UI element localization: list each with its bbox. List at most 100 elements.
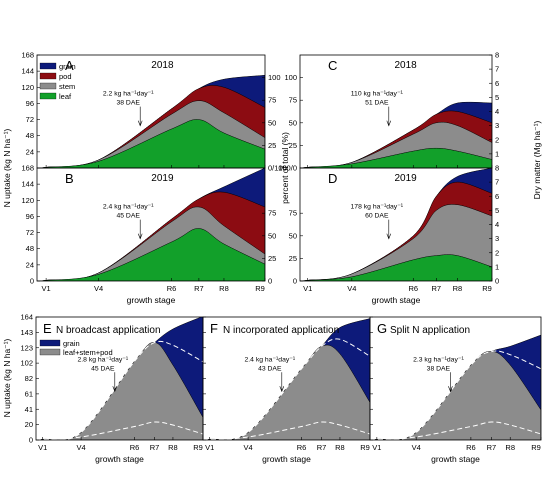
right-tick-label: 5 [495,206,499,215]
left-tick-label: 100/0 [278,164,297,173]
right-tick-label: 1 [495,262,499,271]
dashed-line-upper-e [36,340,203,440]
right-tick-label: 0/100 [268,164,287,173]
y-tick-label: 144 [21,180,34,189]
x-tick-label: R6 [466,443,476,452]
right-tick-label: 8 [495,51,499,60]
panel-g: G Split N application 2.3 kg ha⁻¹day⁻¹ 38 D… [369,316,542,464]
legend-label-pod: pod [59,72,72,81]
legend-label-leaf-stem-pod: leaf+stem+pod [63,348,113,357]
y-tick-label: 0 [29,436,33,445]
right-tick-label: 25 [268,254,276,263]
x-tick-label: R6 [297,443,307,452]
right-tick-label: 2 [495,248,499,257]
right-tick-label: 3 [495,121,499,130]
y-tick-label: 61 [25,389,33,398]
x-tick-label: R9 [193,443,203,452]
panel-d: D 2019 178 kg ha⁻¹day⁻¹ 60 DAE 0 25 50 75 0 1 2 3 4 5… [289,164,500,306]
annotation-rate: 2.4 kg ha⁻¹day⁻¹ [244,356,295,363]
annotation-arrowhead [386,233,392,240]
legend-swatch-leaf-stem-pod [39,348,61,356]
y-tick-label: 143 [20,328,33,337]
x-tick-label: V1 [205,443,214,452]
annotation-rate: 2.4 kg ha⁻¹day⁻¹ [103,204,154,211]
x-tick-label: R9 [360,443,370,452]
right-tick-label: 75 [268,209,276,218]
panel-letter: B [65,171,74,186]
annotation-dae: 43 DAE [258,365,282,372]
right-tick-label: 1 [495,149,499,158]
left-tick-label: 100 [284,73,297,82]
right-tick-label: 7 [495,178,499,187]
x-tick-label: R8 [335,443,345,452]
dashed-line-upper-f [203,338,370,440]
x-tick-label: V4 [243,443,252,452]
annotation-arrowhead [448,386,453,393]
left-tick-label: 75 [289,209,297,218]
x-tick-label: R8 [219,284,229,293]
y-tick-label: 0 [30,277,34,286]
left-tick-label: 25 [289,141,297,150]
x-tick-label: R6 [130,443,140,452]
right-tick-label: 25 [268,141,276,150]
x-tick-label: V1 [42,284,51,293]
x-tick-label: R7 [432,284,442,293]
right-tick-label: 75 [268,96,276,105]
y-tick-label: 120 [21,83,34,92]
x-tick-label: V4 [412,443,421,452]
x-tick-label: R9 [482,284,492,293]
annotation-rate: 110 kg ha⁻¹day⁻¹ [351,91,404,98]
y-tick-label: 41 [25,405,33,414]
left-tick-label: 0 [293,277,297,286]
left-tick-label: 25 [289,254,297,263]
x-tick-label: R8 [453,284,463,293]
annotation-arrowhead [279,386,285,393]
legend-swatch-grain [39,339,61,347]
x-axis-label: growth stage [127,295,176,305]
percent-axis-label: percent of total (%) [280,132,290,204]
x-axis-label: growth stage [372,295,421,305]
x-axis-label: growth stage [95,454,144,464]
y-tick-label: 123 [20,343,33,352]
y-tick-label: 24 [26,147,34,156]
y-tick-label: 82 [25,374,33,383]
legend-swatch-pod [39,72,57,80]
y-tick-label: 164 [20,313,33,322]
annotation-dae: 45 DAE [116,213,140,220]
legend-swatch-leaf [39,92,57,100]
x-tick-label: R8 [505,443,515,452]
legend-swatch-grain [39,62,57,70]
left-tick-label: 50 [289,231,297,240]
annotation-arrowhead [137,233,143,240]
panel-f: F N incorporated application 2.4 kg ha⁻¹da… [202,316,371,464]
x-tick-label: R7 [317,443,327,452]
right-tick-label: 5 [495,93,499,102]
annotation-dae: 60 DAE [365,213,389,220]
y-tick-label: 72 [26,228,34,237]
legend-label-stem: stem [59,82,75,91]
x-tick-label: V4 [76,443,85,452]
right-tick-label: 50 [268,118,276,127]
panel-letter: D [328,171,337,186]
annotation-rate: 2.8 kg ha⁻¹day⁻¹ [77,356,128,363]
annotation-dae: 51 DAE [365,100,389,107]
right-tick-label: 6 [495,79,499,88]
x-tick-label: R9 [255,284,265,293]
x-tick-label: R6 [167,284,177,293]
panel-letter: E [43,321,52,336]
legend-label-leaf: leaf [59,92,72,101]
y-tick-label: 168 [21,51,34,60]
x-tick-label: V1 [303,284,312,293]
x-tick-label: R6 [408,284,418,293]
right-tick-label: 7 [495,65,499,74]
x-tick-label: V1 [372,443,381,452]
y-tick-label: 102 [20,359,33,368]
right-tick-label: 50 [268,231,276,240]
right-tick-label: 100 [268,73,281,82]
dry-matter-axis-label: Dry matter (Mg ha⁻¹) [532,121,542,200]
x-axis-label: growth stage [431,454,480,464]
dashed-line-lower-e [36,421,203,440]
x-tick-label: V4 [347,284,356,293]
